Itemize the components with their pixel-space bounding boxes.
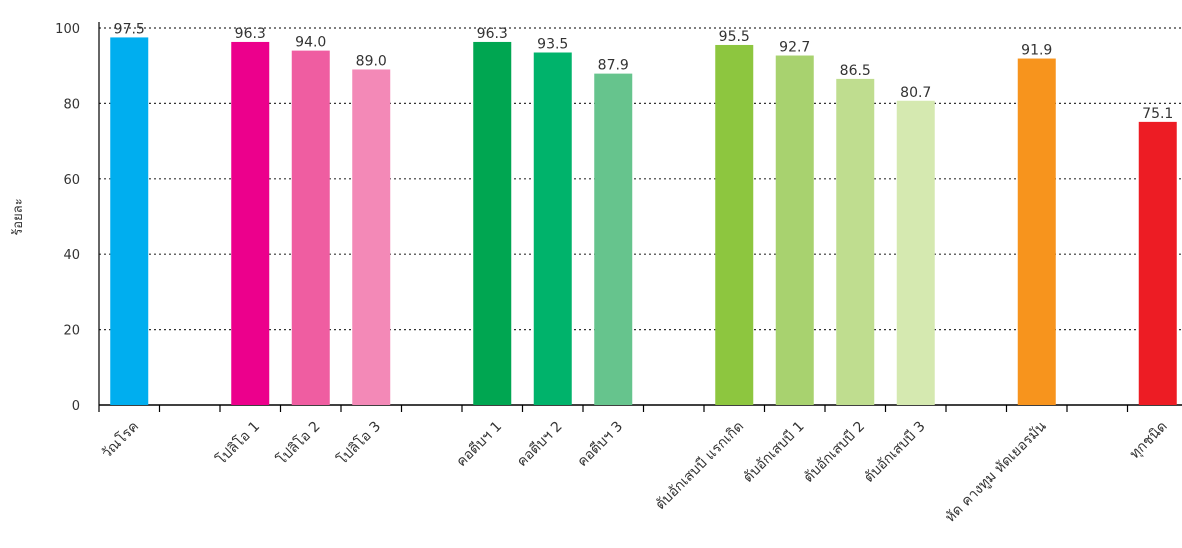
category-label: คอตีบฯ 1	[453, 419, 505, 471]
category-label: ตับอักเสบบี แรกเกิด	[652, 419, 747, 514]
category-label: หัด คางทูม หัดเยอรมัน	[942, 418, 1050, 526]
category-label: โปลิโอ 3	[334, 418, 384, 468]
y-axis-title: ร้อยละ	[11, 198, 26, 235]
data-label: 97.5	[114, 21, 145, 37]
category-label: โปลิโอ 1	[213, 418, 263, 468]
bar	[473, 41, 512, 405]
y-tick-label: 100	[55, 22, 80, 37]
data-label: 86.5	[840, 63, 871, 79]
bar	[110, 37, 149, 406]
data-label: 92.7	[779, 40, 810, 56]
bar	[715, 44, 754, 406]
data-label: 89.0	[356, 53, 387, 69]
bars	[110, 37, 1177, 406]
x-axis	[98, 404, 1182, 412]
category-label: คอตีบฯ 3	[574, 419, 626, 471]
data-label: 93.5	[537, 37, 568, 53]
bar	[1017, 58, 1056, 406]
bar	[533, 52, 572, 405]
data-label: 96.3	[477, 26, 508, 42]
data-label: 75.1	[1142, 106, 1173, 122]
category-label: ตับอักเสบบี 1	[740, 419, 807, 486]
category-label: ทุกชนิด	[1127, 419, 1171, 463]
bar	[291, 50, 330, 406]
category-label: วัณโรค	[98, 418, 142, 462]
value-labels: 97.5 96.3 94.0 89.0 96.3 93.5 87.9 95.5 92.7 86.5…	[114, 21, 1174, 121]
gridlines	[99, 27, 1182, 331]
bar	[775, 55, 814, 406]
data-label: 95.5	[719, 29, 750, 45]
bar	[231, 41, 270, 405]
y-tick-label: 60	[63, 173, 80, 188]
category-labels: วัณโรค โปลิโอ 1 โปลิโอ 2 โปลิโอ 3 คอตีบฯ 1 คอ…	[98, 418, 1171, 526]
data-label: 96.3	[235, 26, 266, 42]
bar	[1138, 121, 1177, 406]
category-label: โปลิโอ 2	[273, 418, 323, 468]
category-label: ตับอักเสบบี 2	[801, 419, 868, 486]
bar	[896, 100, 935, 406]
data-label: 80.7	[900, 85, 931, 101]
category-label: ตับอักเสบบี 3	[861, 419, 928, 486]
y-tick-label: 40	[63, 248, 80, 263]
y-tick-label: 0	[72, 399, 80, 414]
data-label: 94.0	[295, 35, 326, 51]
category-label: คอตีบฯ 2	[514, 419, 566, 471]
bar	[352, 69, 391, 405]
y-tick-label: 20	[63, 324, 80, 339]
bar	[836, 78, 875, 406]
y-tick-label: 80	[63, 97, 80, 112]
data-label: 87.9	[598, 58, 629, 74]
bar	[594, 73, 633, 405]
data-label: 91.9	[1021, 43, 1052, 59]
y-axis: 0 20 40 60 80 100	[55, 22, 100, 414]
